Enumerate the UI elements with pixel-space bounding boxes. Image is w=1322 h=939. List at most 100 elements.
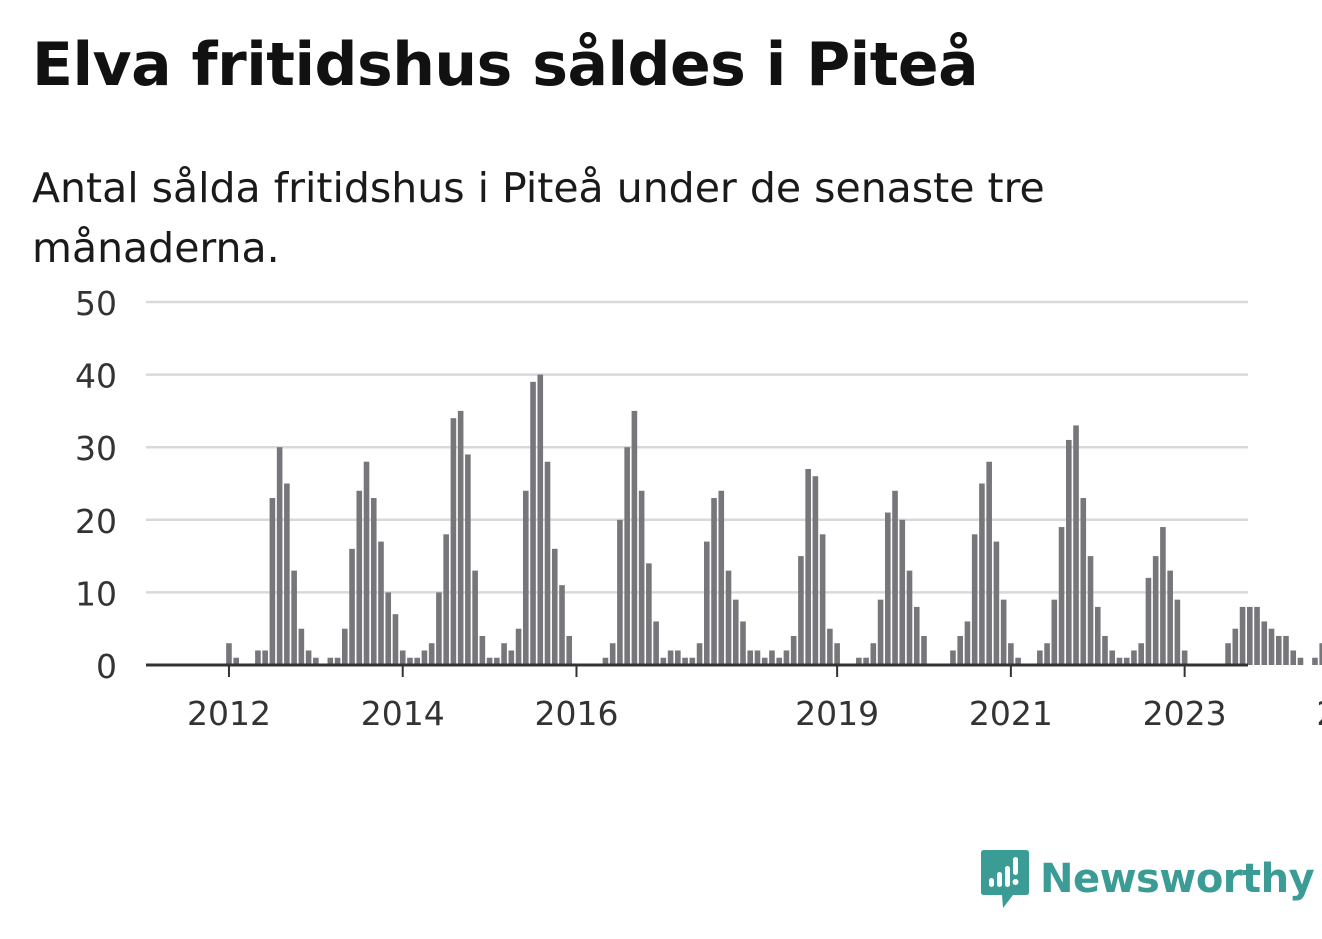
bar xyxy=(1152,556,1159,665)
bar xyxy=(906,570,913,665)
bar xyxy=(1087,556,1094,665)
bar xyxy=(675,650,681,665)
bar xyxy=(399,650,406,665)
bar xyxy=(1167,570,1173,665)
bar xyxy=(457,410,464,665)
bar xyxy=(1239,606,1246,665)
bar xyxy=(349,548,355,665)
bar xyxy=(1232,628,1239,665)
bar xyxy=(1109,650,1116,665)
y-tick-label-50: 50 xyxy=(75,284,117,323)
bar xyxy=(1037,650,1043,665)
bar xyxy=(783,650,790,665)
bar xyxy=(566,635,573,665)
bar xyxy=(1283,635,1289,665)
bar xyxy=(559,585,565,665)
bar xyxy=(262,650,268,665)
bar xyxy=(356,490,363,665)
axes xyxy=(146,663,1248,677)
bar xyxy=(1123,657,1130,665)
bar xyxy=(950,650,956,665)
bar xyxy=(508,650,515,665)
bar xyxy=(877,599,884,665)
bar xyxy=(1247,606,1253,665)
bar xyxy=(667,650,674,665)
bar xyxy=(530,381,536,665)
bar xyxy=(1254,606,1260,665)
bar xyxy=(342,628,348,665)
bar xyxy=(1174,599,1181,665)
bar xyxy=(747,650,754,665)
bar xyxy=(479,635,486,665)
bar xyxy=(1181,650,1188,665)
bar xyxy=(805,468,811,665)
bar xyxy=(551,548,558,665)
bar xyxy=(392,614,399,665)
bar xyxy=(385,592,392,665)
bar xyxy=(790,635,797,665)
bar xyxy=(971,534,978,665)
bar xyxy=(964,621,971,665)
bar xyxy=(472,570,478,665)
bar xyxy=(602,657,609,665)
bar xyxy=(769,650,775,665)
bar xyxy=(363,461,370,665)
x-tick-label-2014: 2014 xyxy=(361,694,445,733)
bar xyxy=(704,541,710,665)
bar xyxy=(378,541,384,665)
bar xyxy=(957,635,963,665)
brand-name: Newsworthy xyxy=(1040,856,1315,902)
bar xyxy=(523,490,529,665)
bar xyxy=(1138,643,1144,665)
bar xyxy=(863,657,869,665)
bar xyxy=(450,418,457,665)
y-tick-label-40: 40 xyxy=(75,357,117,396)
x-tick-label-2016: 2016 xyxy=(534,694,618,733)
bar xyxy=(921,635,927,665)
y-tick-label-20: 20 xyxy=(75,502,117,541)
chart-title: Elva fritidshus såldes i Piteå xyxy=(32,30,979,100)
bar xyxy=(515,628,522,665)
bar xyxy=(1066,439,1072,665)
bar xyxy=(233,657,239,665)
bar xyxy=(1000,599,1007,665)
bar xyxy=(269,498,276,665)
bar xyxy=(856,657,862,665)
bar xyxy=(544,461,551,665)
bar xyxy=(428,643,435,665)
bar xyxy=(1319,643,1322,665)
bar xyxy=(870,643,877,665)
bar xyxy=(653,621,659,665)
bar xyxy=(725,570,732,665)
bar xyxy=(682,657,688,665)
bar xyxy=(1297,657,1304,665)
bar xyxy=(834,643,840,665)
bar xyxy=(718,490,725,665)
x-tick-label-2023: 2023 xyxy=(1143,694,1227,733)
bar xyxy=(421,650,428,665)
bar xyxy=(892,490,898,665)
bar xyxy=(819,534,826,665)
bar xyxy=(979,483,985,665)
bar xyxy=(1160,527,1166,665)
y-tick-label-30: 30 xyxy=(75,429,117,468)
bar xyxy=(798,556,804,665)
bar xyxy=(465,454,471,665)
bar xyxy=(638,490,645,665)
bar xyxy=(1015,657,1021,665)
bar xyxy=(1275,635,1282,665)
bars xyxy=(226,374,1322,665)
y-tick-label-0: 0 xyxy=(96,647,117,686)
newsworthy-logo-icon xyxy=(981,850,1029,908)
bar xyxy=(436,592,442,665)
bar xyxy=(443,534,449,665)
bar xyxy=(1145,577,1152,665)
bar xyxy=(617,519,623,665)
bar xyxy=(327,657,334,665)
bar xyxy=(740,621,746,665)
bar xyxy=(1131,650,1137,665)
bar xyxy=(827,628,833,665)
bar xyxy=(1058,527,1065,665)
bar xyxy=(1051,599,1058,665)
